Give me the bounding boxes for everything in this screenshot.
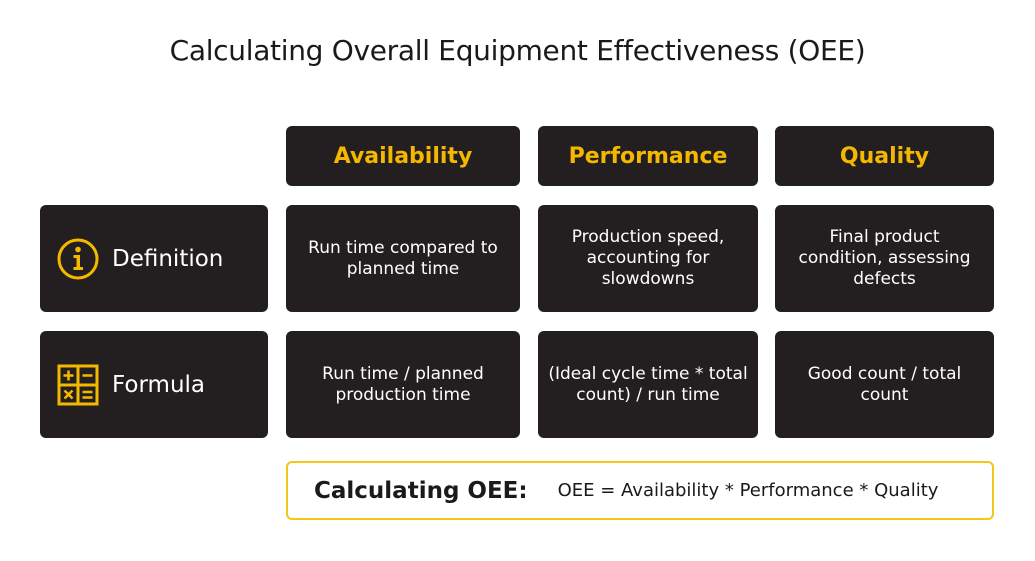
column-header-label: Quality (839, 143, 930, 169)
cell-text: Final product condition, assessing defec… (798, 227, 971, 289)
page-title: Calculating Overall Equipment Effectiven… (169, 34, 866, 67)
column-header-availability: Availability (286, 126, 520, 186)
formula-availability-cell: Run time / planned production time (286, 331, 520, 438)
column-header-label: Availability (333, 143, 473, 169)
definition-availability-cell: Run time compared to planned time (286, 205, 520, 312)
row-header-formula: Formula (40, 331, 268, 438)
cell-text: Run time / planned production time (322, 363, 484, 405)
cell-text: Run time compared to planned time (308, 237, 498, 279)
formula-quality-cell: Good count / total count (775, 331, 994, 438)
cell-text: Good count / total count (807, 363, 962, 405)
row-header-label: Definition (112, 245, 224, 272)
calculator-icon (57, 364, 99, 405)
row-header-label: Formula (112, 371, 205, 398)
definition-performance-cell: Production speed, accounting for slowdow… (538, 205, 758, 312)
column-header-quality: Quality (775, 126, 994, 186)
column-header-performance: Performance (538, 126, 758, 186)
definition-quality-cell: Final product condition, assessing defec… (775, 205, 994, 312)
oee-summary-box: Calculating OEE: OEE = Availability * Pe… (286, 461, 994, 520)
oee-summary-formula: OEE = Availability * Performance * Quali… (557, 480, 939, 501)
cell-text: Production speed, accounting for slowdow… (571, 227, 725, 289)
column-header-label: Performance (568, 143, 728, 169)
info-icon (57, 238, 99, 279)
cell-text: (Ideal cycle time * total count) / run t… (548, 363, 748, 405)
formula-performance-cell: (Ideal cycle time * total count) / run t… (538, 331, 758, 438)
oee-summary-label: Calculating OEE: (314, 477, 528, 504)
row-header-definition: Definition (40, 205, 268, 312)
